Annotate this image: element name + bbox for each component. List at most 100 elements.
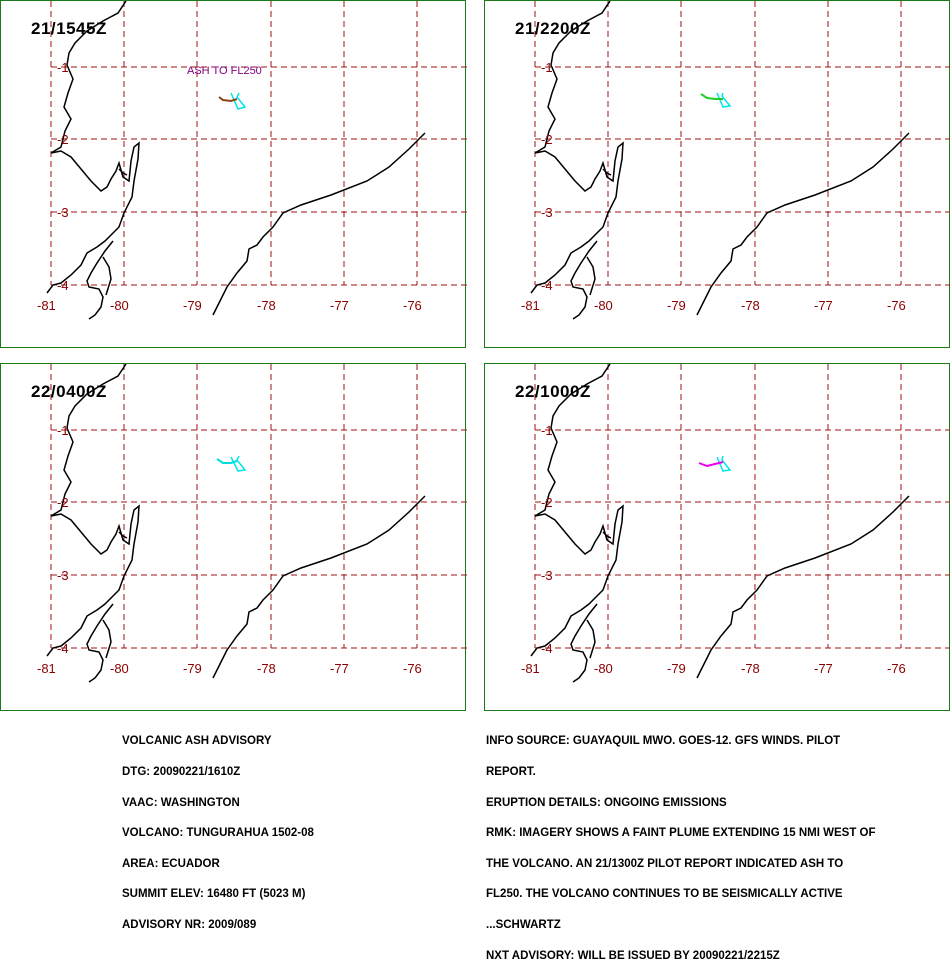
panel-time-label: 21/2200Z [515,19,591,38]
advisory-line: INFO SOURCE: GUAYAQUIL MWO. GOES-12. GFS… [486,735,841,748]
advisory-header-text: VOLCANIC ASH ADVISORY DTG: 20090221/1610… [122,716,314,940]
observed-ash-trail [700,93,723,100]
axis-labels: -81 -80 -79 -78 -77 -76 -1 -2 -3 -4 [37,423,422,676]
advisory-line: REPORT. [486,766,536,778]
longitude-label: -81 [521,298,540,313]
longitude-label: -76 [887,661,906,676]
latitude-label: -4 [57,641,69,656]
ash-plume [216,455,247,472]
coastline-path [530,364,624,657]
panel-time-label: 21/1545Z [31,19,107,38]
latitude-label: -3 [541,568,553,583]
coastline-path [86,603,114,683]
latitude-label: -1 [541,423,553,438]
map-canvas-1: -81 -80 -79 -78 -77 -76 -1 -2 -3 -4 [37,1,467,320]
ash-annotation: ASH TO FL250 [187,65,262,77]
axis-labels: -81 -80 -79 -78 -77 -76 -1 -2 -3 -4 [521,423,906,676]
coastline-path [102,256,112,296]
map-panel-3: -81 -80 -79 -78 -77 -76 -1 -2 -3 -4 22/0400Z [0,363,467,711]
latitude-label: -1 [57,423,69,438]
longitude-label: -78 [257,298,276,313]
map-panel-4: -81 -80 -79 -78 -77 -76 -1 -2 -3 -4 22/1000Z [484,363,950,711]
latitude-label: -3 [541,205,553,220]
coastline-path [602,531,612,539]
coastline-path [86,240,114,320]
coastline-path [570,240,598,320]
map-panel-1: -81 -80 -79 -78 -77 -76 -1 -2 -3 -4 21/1545Z ASH … [0,0,467,348]
longitude-label: -76 [887,298,906,313]
coastline-path [118,168,128,176]
coastline-path [212,132,426,316]
ash-plume [698,455,732,472]
longitude-label: -79 [667,298,686,313]
latitude-label: -2 [57,132,69,147]
latitude-label: -3 [57,205,69,220]
coastline [530,364,910,683]
coastline-path [602,168,612,176]
coastline [46,1,426,320]
advisory-remarks-text: INFO SOURCE: GUAYAQUIL MWO. GOES-12. GFS… [486,716,876,971]
axis-labels: -81 -80 -79 -78 -77 -76 -1 -2 -3 -4 [37,60,422,313]
latitude-label: -1 [57,60,69,75]
latitude-label: -4 [541,278,553,293]
advisory-line: NXT ADVISORY: WILL BE ISSUED BY 20090221… [486,949,780,962]
latitude-label: -4 [541,641,553,656]
forecast-ash-area [230,92,247,110]
longitude-label: -78 [257,661,276,676]
map-canvas-3: -81 -80 -79 -78 -77 -76 -1 -2 -3 -4 [37,364,467,683]
advisory-line: VOLCANO: TUNGURAHUA 1502-08 [122,827,314,840]
forecast-ash-area [716,455,732,472]
axis-labels: -81 -80 -79 -78 -77 -76 -1 -2 -3 -4 [521,60,906,313]
map-canvas-2: -81 -80 -79 -78 -77 -76 -1 -2 -3 -4 [521,1,950,320]
longitude-label: -79 [183,298,202,313]
advisory-line: AREA: ECUADOR [122,857,220,870]
advisory-line: VOLCANIC ASH ADVISORY [122,735,272,748]
observed-ash-trail [218,96,238,103]
longitude-label: -76 [403,298,422,313]
map-panel-2: -81 -80 -79 -78 -77 -76 -1 -2 -3 -4 21/2200Z [484,0,950,348]
longitude-label: -77 [814,661,833,676]
coastline-path [570,603,598,683]
latitude-label: -3 [57,568,69,583]
longitude-label: -78 [741,661,760,676]
advisory-line: FL250. THE VOLCANO CONTINUES TO BE SEISM… [486,888,843,901]
observed-ash-trail [216,458,238,464]
coastline-path [102,619,112,659]
latitude-label: -4 [57,278,69,293]
longitude-label: -77 [330,298,349,313]
coastline-path [46,364,140,657]
coastline-path [586,619,596,659]
coastline-path [46,1,140,294]
forecast-ash-area [230,455,247,472]
longitude-label: -77 [814,298,833,313]
advisory-line: ADVISORY NR: 2009/089 [122,918,257,931]
longitude-label: -81 [37,661,56,676]
longitude-label: -78 [741,298,760,313]
longitude-label: -76 [403,661,422,676]
coastline-path [696,132,910,316]
longitude-label: -81 [37,298,56,313]
observed-ash-trail [698,461,724,468]
latitude-label: -2 [541,132,553,147]
longitude-label: -79 [183,661,202,676]
ash-plume [700,92,732,108]
map-canvas-4: -81 -80 -79 -78 -77 -76 -1 -2 -3 -4 [521,364,950,683]
coastline-path [586,256,596,296]
forecast-ash-area [716,92,732,108]
lat-lon-grid [534,364,950,649]
advisory-line: RMK: IMAGERY SHOWS A FAINT PLUME EXTENDI… [486,827,876,840]
coastline-path [212,495,426,679]
longitude-label: -80 [110,298,129,313]
advisory-line: ERUPTION DETAILS: ONGOING EMISSIONS [486,796,727,809]
advisory-line: DTG: 20090221/1610Z [122,766,241,778]
advisory-line: SUMMIT ELEV: 16480 FT (5023 M) [122,888,306,901]
longitude-label: -80 [594,298,613,313]
longitude-label: -77 [330,661,349,676]
ash-plume [218,92,247,110]
lat-lon-grid [50,1,467,286]
lat-lon-grid [50,364,467,649]
coastline-path [696,495,910,679]
longitude-label: -79 [667,661,686,676]
latitude-label: -2 [541,495,553,510]
advisory-line: ...SCHWARTZ [486,918,561,931]
